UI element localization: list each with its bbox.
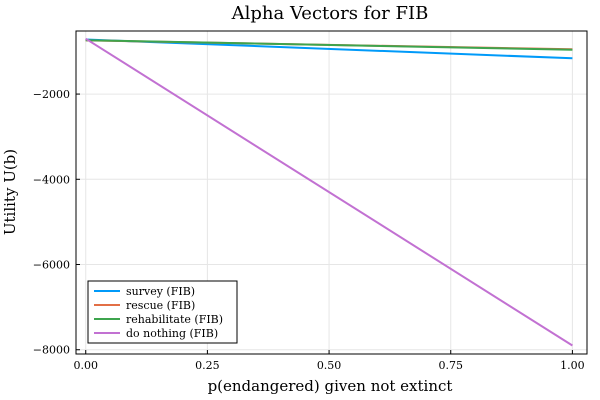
series-line-3 (85, 37, 573, 347)
legend-label: rescue (FIB) (126, 299, 195, 312)
x-tick-label: 0.50 (317, 359, 342, 372)
x-axis-label: p(endangered) given not extinct (208, 377, 453, 395)
y-tick-label: −2000 (33, 88, 70, 101)
grid (76, 31, 587, 354)
legend-label: survey (FIB) (126, 285, 195, 298)
x-tick-label: 0.25 (195, 359, 220, 372)
x-tick-label: 1.00 (560, 359, 585, 372)
y-axis-ticks: −8000 −6000 −4000 −2000 (33, 88, 80, 357)
x-tick-label: 0.75 (438, 359, 463, 372)
x-axis-ticks: 0.00 0.25 0.50 0.75 1.00 (73, 350, 585, 372)
plot-frame (75, 30, 588, 355)
y-tick-label: −4000 (33, 173, 70, 186)
x-tick-label: 0.00 (73, 359, 98, 372)
legend: survey (FIB)rescue (FIB)rehabilitate (FI… (87, 280, 238, 344)
y-axis-label: Utility U(b) (1, 149, 19, 235)
series-lines (85, 37, 573, 347)
legend-label: do nothing (FIB) (126, 327, 218, 340)
y-tick-label: −8000 (33, 344, 70, 357)
series-line-2 (85, 39, 573, 51)
legend-label: rehabilitate (FIB) (126, 313, 223, 326)
y-tick-label: −6000 (33, 259, 70, 272)
chart-title: Alpha Vectors for FIB (231, 3, 429, 24)
